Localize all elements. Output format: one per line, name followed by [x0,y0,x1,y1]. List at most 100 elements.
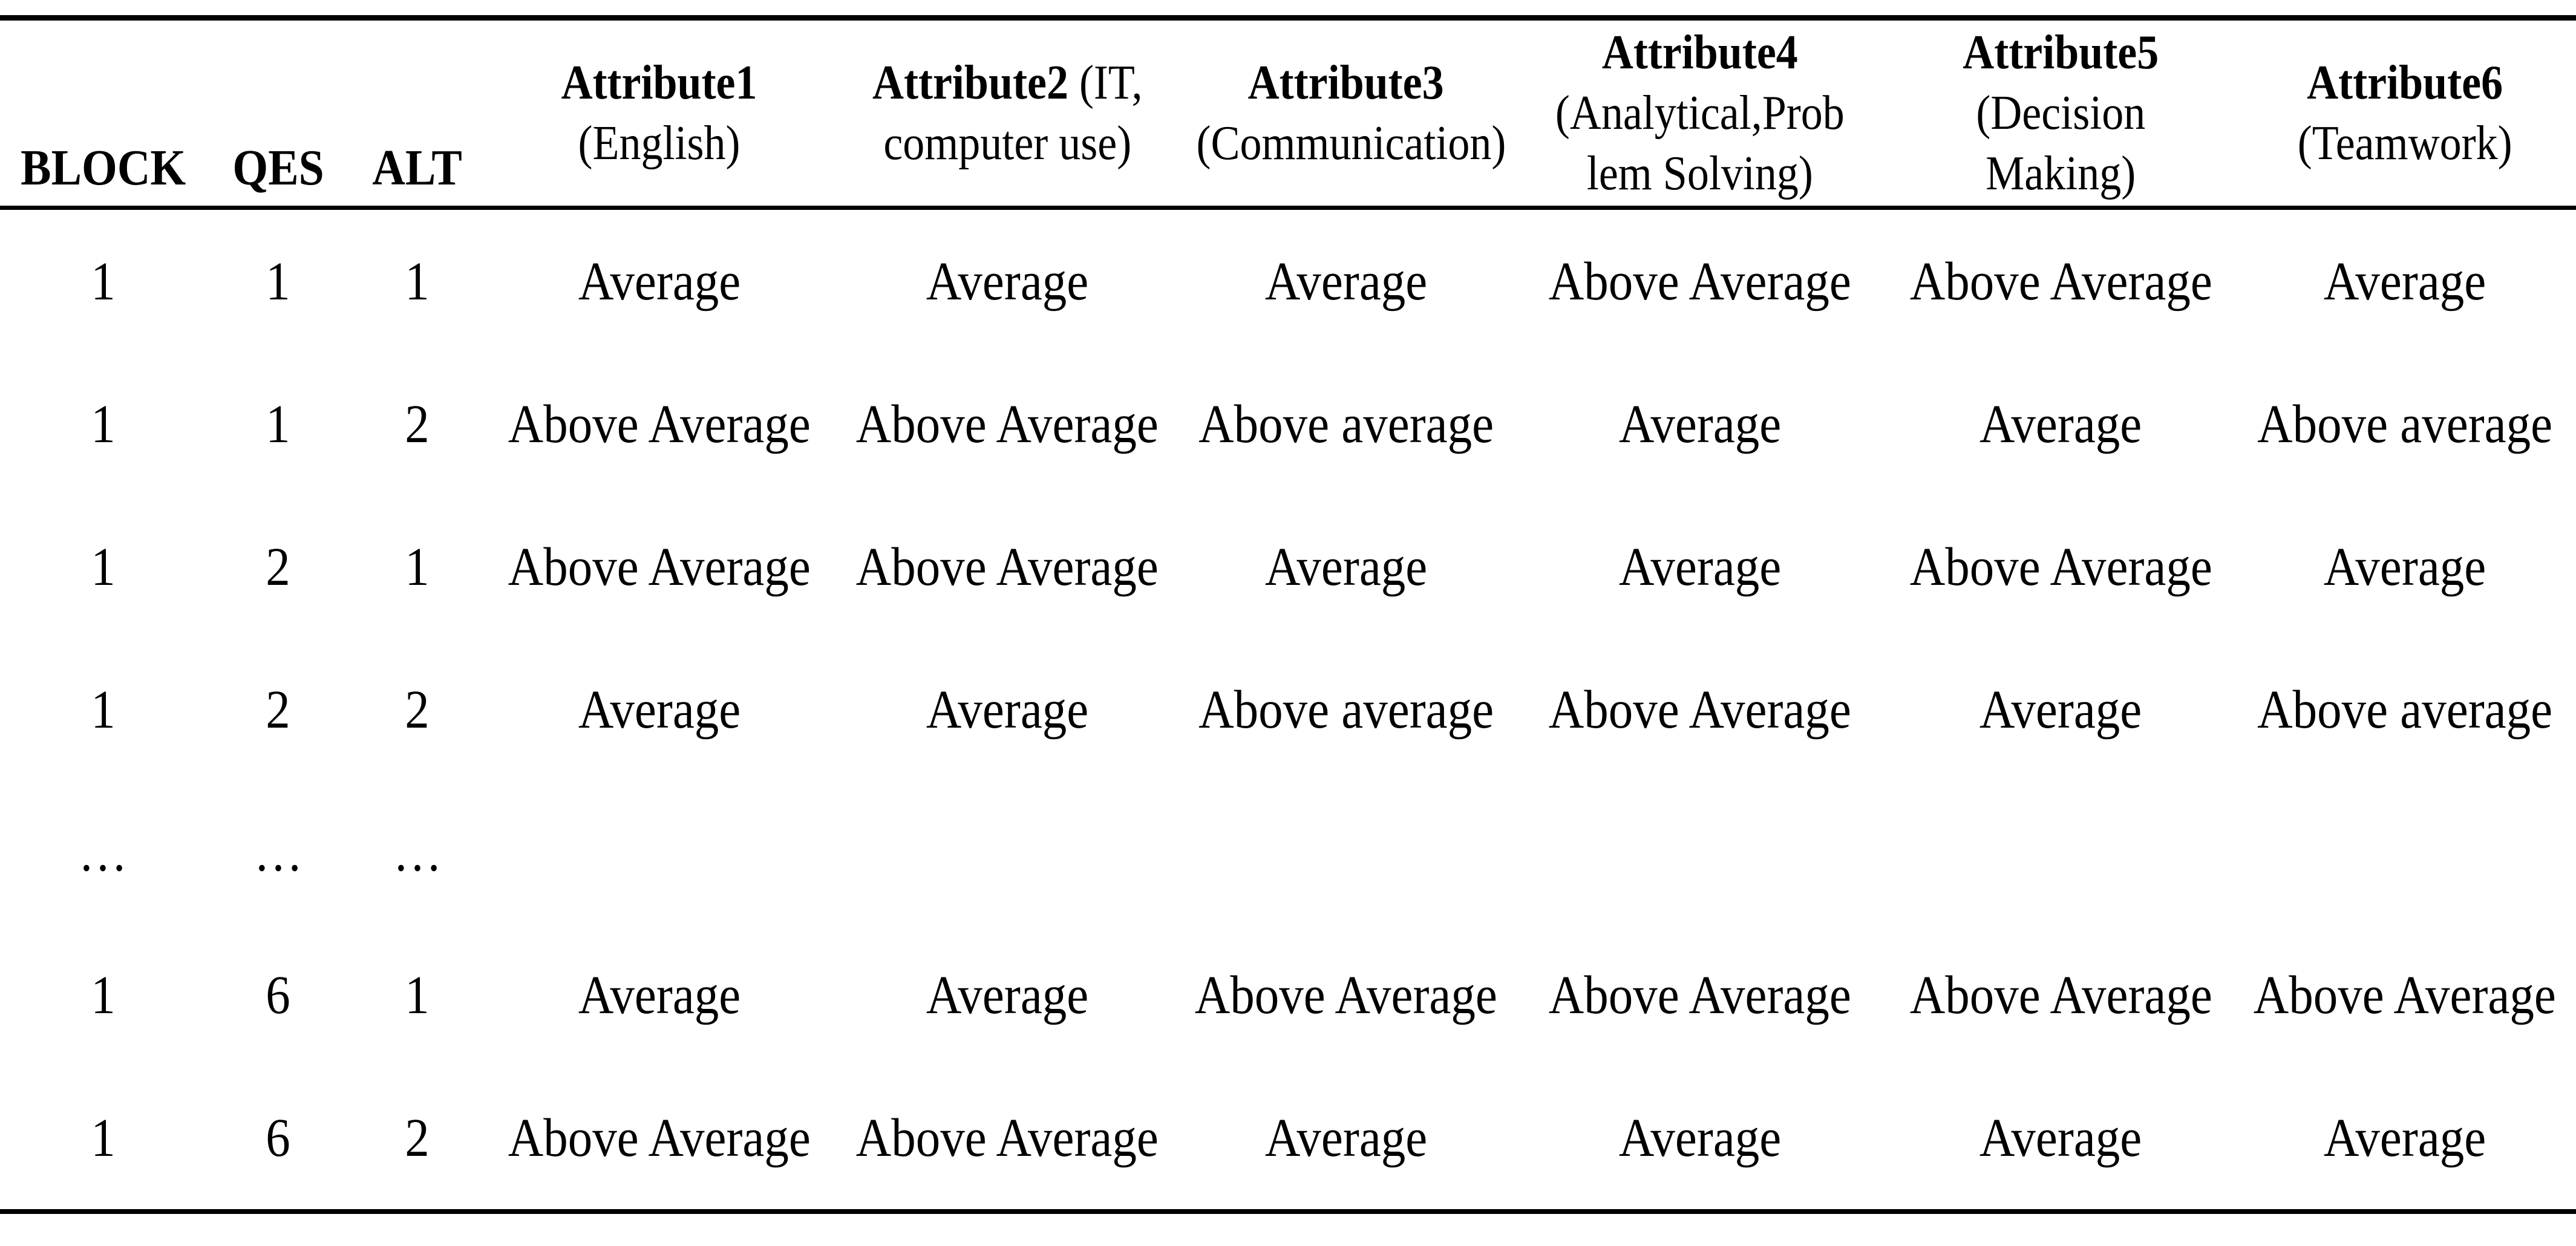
table-cell: Above Average [835,495,1180,638]
table-cell: 6 [206,1066,350,1209]
table-cell: Average [835,924,1180,1066]
table-cell-text: Average [2323,537,2486,597]
table-cell: 1 [206,210,350,353]
table-cell: 1 [0,353,206,495]
col-header-alt-label: ALT [372,140,463,196]
table-cell-text: 1 [405,965,430,1025]
table-cell: Average [1180,210,1512,353]
col-header-attribute1-line2: (English) [578,117,740,170]
table-cell-text: 1 [91,965,116,1025]
table-cell-text: Above Average [1909,965,2212,1025]
table-cell-text: 2 [405,679,430,740]
table-cell: Average [2234,210,2576,353]
table-cell: Average [1512,1066,1888,1209]
table-cell-text: 1 [91,1107,116,1168]
table-cell-text: Above average [1198,679,1494,740]
table-cell: … [350,781,484,924]
table-cell-text: 1 [91,251,116,312]
table-cell: Average [1888,638,2234,781]
table-cell-text: … [253,822,303,882]
table-cell-text: Above Average [1549,251,1852,312]
table-cell-text: Average [2323,251,2486,312]
table-cell-text: 2 [405,1107,430,1168]
table-cell [2234,781,2576,924]
table-cell [1888,781,2234,924]
table-cell: 1 [206,353,350,495]
table-cell: Average [1512,353,1888,495]
table-cell-text: … [393,822,442,882]
table-cell-text: 1 [405,537,430,597]
table-cell-text: 6 [266,965,291,1025]
table-cell-text: Average [578,679,741,740]
col-header-attribute4-line2: (Analytical,Prob [1555,86,1845,140]
table-cell-text: Average [1264,537,1427,597]
table-cell-text: Above Average [508,537,811,597]
table-cell: Above Average [484,1066,834,1209]
col-header-attribute3-line2: (Communication) [1196,117,1506,170]
table-cell: 1 [350,210,484,353]
table-cell-text: 1 [405,251,430,312]
table-cell-text: Average [1619,1107,1782,1168]
table-cell: Average [1180,495,1512,638]
col-header-qes-label: QES [232,140,324,196]
table-cell: 1 [0,1066,206,1209]
table-cell-text: 1 [91,394,116,454]
attribute2-name: Attribute2 [872,56,1068,109]
table-cell: Above Average [835,353,1180,495]
table-cell: Average [1888,1066,2234,1209]
table-cell-text: Above average [2257,679,2552,740]
table-cell: 1 [350,924,484,1066]
table-cell-text: Above Average [1549,965,1852,1025]
table-cell: Above Average [1888,924,2234,1066]
table-cell-text: Above average [1198,394,1494,454]
table-cell: 1 [0,638,206,781]
table-cell-text: 1 [266,251,291,312]
table-cell-text: 2 [266,679,291,740]
table-cell-text: Above Average [1549,679,1852,740]
table-cell-text: Above average [2257,394,2552,454]
table-cell: Above Average [484,495,834,638]
table-cell-text: Above Average [2253,965,2556,1025]
col-header-attribute5-line2: (Decision [1976,86,2146,140]
col-header-attribute5: Attribute5 (Decision Making) [1888,21,2234,210]
table-cell-text: 1 [91,537,116,597]
table-cell: Average [2234,1066,2576,1209]
table-cell-text: 2 [266,537,291,597]
table-cell-text: Average [926,965,1088,1025]
table-cell: Above average [1180,353,1512,495]
table-cell-text: Above Average [1909,537,2212,597]
col-header-attribute2: Attribute2 (IT, computer use) [834,21,1180,210]
attributes-levels-table: BLOCK QES ALT Attribute1 (English) Attri… [0,15,2576,1214]
col-header-attribute3: Attribute3 (Communication) [1180,21,1512,210]
table-cell: 2 [350,353,484,495]
col-header-qes: QES [206,21,351,210]
col-header-attribute4-line1: Attribute4 [1531,22,1869,83]
table-cell-text: Above Average [1909,251,2212,312]
table-cell-text: … [78,822,128,882]
col-header-attribute6-line1: Attribute6 [2251,53,2559,113]
table-cell: Average [835,210,1180,353]
table-cell-text: 6 [266,1107,291,1168]
attribute3-name: Attribute3 [1247,56,1444,109]
col-header-attribute4-line3: lem Solving) [1587,147,1814,200]
table-cell: 2 [350,638,484,781]
table-cell-text: Average [1264,1107,1427,1168]
table-cell-text: Average [926,251,1088,312]
table-cell: Above Average [835,1066,1180,1209]
col-header-attribute4: Attribute4 (Analytical,Prob lem Solving) [1512,21,1889,210]
table-cell-text: 2 [405,394,430,454]
table-cell [1180,781,1512,924]
table-cell-text: Average [1979,394,2142,454]
col-header-attribute6-line2: (Teamwork) [2297,117,2512,170]
table-cell-text: Average [1619,394,1782,454]
table-cell: Average [835,638,1180,781]
table-cell: 1 [0,495,206,638]
table-cell [484,781,834,924]
table-cell-text: 1 [266,394,291,454]
table-cell: 1 [0,210,206,353]
table-cell: … [206,781,350,924]
table-cell-text: Average [1979,679,2142,740]
attribute2-name-rest: (IT, [1068,56,1143,109]
col-header-attribute5-line1: Attribute5 [1906,22,2217,83]
table-cell-text: Above Average [855,537,1159,597]
